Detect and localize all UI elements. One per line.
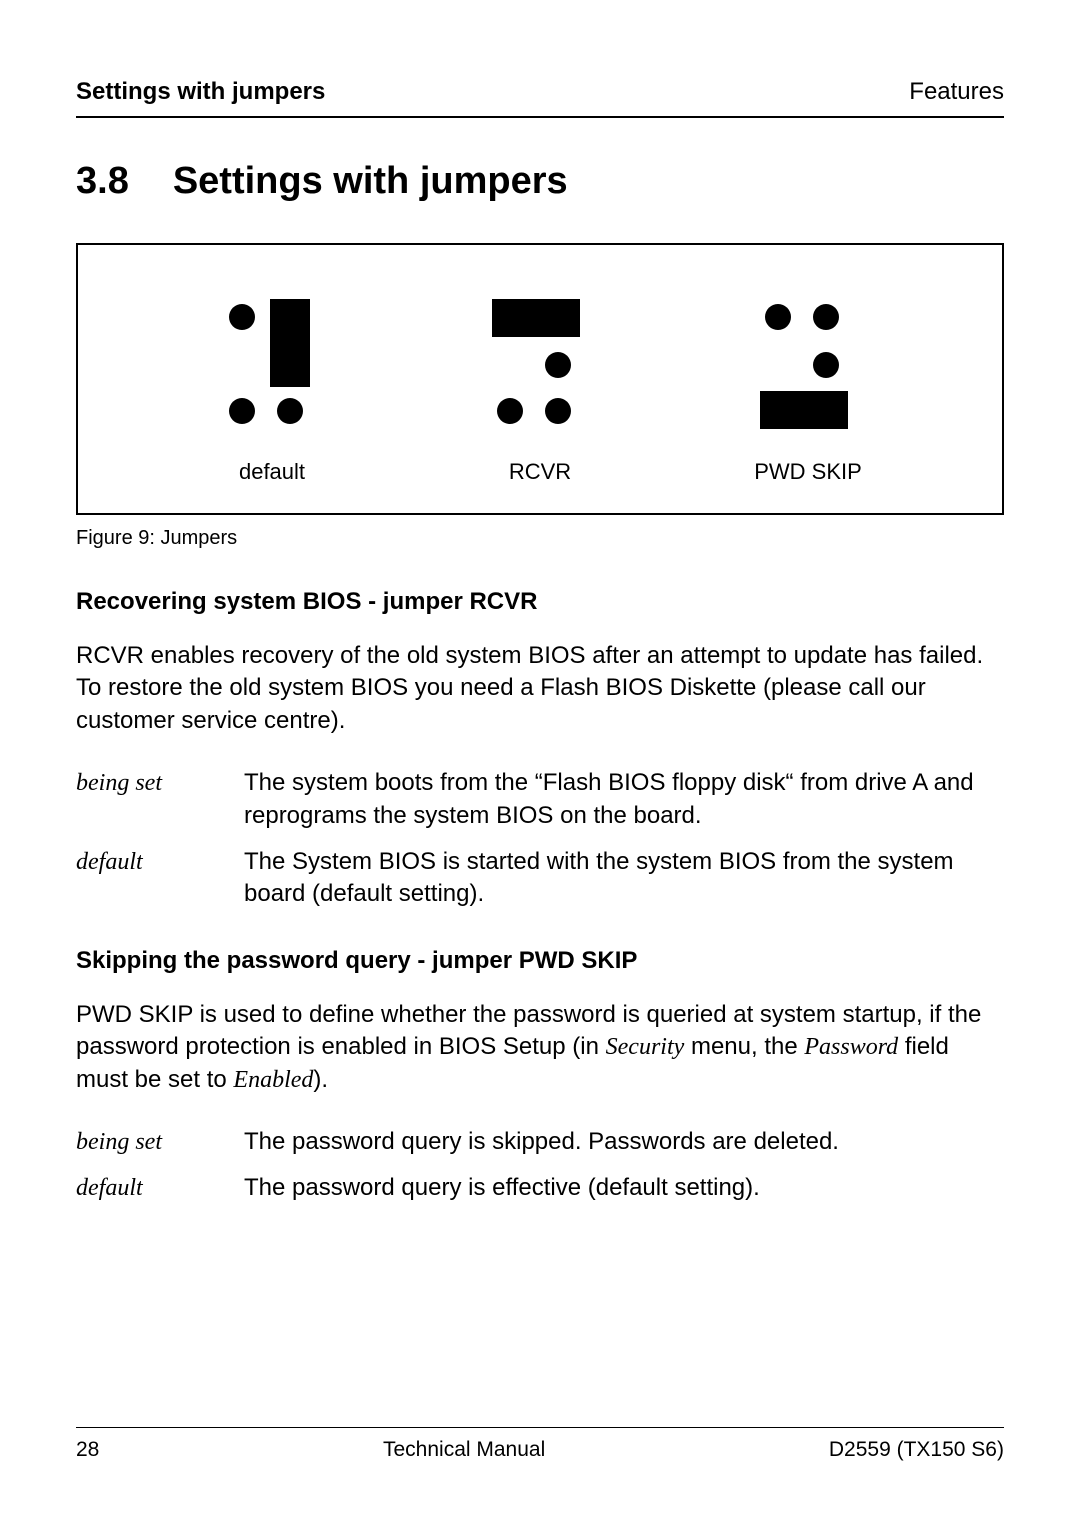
rcvr-default-row: default The System BIOS is started with …	[76, 846, 1004, 911]
pwdskip-being-set-desc: The password query is skipped. Passwords…	[244, 1126, 1004, 1158]
pwdskip-definitions: being set The password query is skipped.…	[76, 1126, 1004, 1205]
pwdskip-being-set-row: being set The password query is skipped.…	[76, 1126, 1004, 1158]
jumper-pwdskip: PWD SKIP	[748, 293, 868, 485]
jumper-default: default	[212, 293, 332, 485]
section-title-text: Settings with jumpers	[173, 160, 568, 202]
pwdskip-intro-enabled: Enabled	[233, 1067, 313, 1093]
jumper-pwdskip-icon	[748, 293, 868, 433]
jumper-pwdskip-label: PWD SKIP	[754, 459, 862, 485]
page-footer: 28 Technical Manual D2559 (TX150 S6)	[76, 1427, 1004, 1462]
pwdskip-being-set-term: being set	[76, 1126, 244, 1158]
figure-caption: Figure 9: Jumpers	[76, 527, 1004, 550]
pwdskip-heading: Skipping the password query - jumper PWD…	[76, 947, 1004, 975]
header-left: Settings with jumpers	[76, 78, 325, 106]
rcvr-default-desc: The System BIOS is started with the syst…	[244, 846, 1004, 911]
pwdskip-intro: PWD SKIP is used to define whether the p…	[76, 999, 1004, 1096]
rcvr-heading: Recovering system BIOS - jumper RCVR	[76, 588, 1004, 616]
jumper-rcvr-icon	[480, 293, 600, 433]
pwdskip-default-row: default The password query is effective …	[76, 1172, 1004, 1204]
pwdskip-default-term: default	[76, 1172, 244, 1204]
section-number: 3.8	[76, 160, 129, 203]
jumpers-figure: default RCVR PWD SKIP	[76, 243, 1004, 515]
section-title: 3.8 Settings with jumpers	[76, 160, 1004, 203]
rcvr-being-set-row: being set The system boots from the “Fla…	[76, 767, 1004, 832]
pwdskip-intro-security: Security	[606, 1034, 685, 1060]
rcvr-being-set-term: being set	[76, 767, 244, 832]
rcvr-default-term: default	[76, 846, 244, 911]
pwdskip-intro-password: Password	[804, 1034, 898, 1060]
footer-center: Technical Manual	[383, 1438, 545, 1462]
jumper-default-label: default	[239, 459, 305, 485]
rcvr-definitions: being set The system boots from the “Fla…	[76, 767, 1004, 911]
jumper-rcvr: RCVR	[480, 293, 600, 485]
pwdskip-intro-mid: menu, the	[684, 1033, 804, 1060]
jumper-default-icon	[212, 293, 332, 433]
pwdskip-default-desc: The password query is effective (default…	[244, 1172, 1004, 1204]
pwdskip-intro-post: ).	[313, 1066, 328, 1093]
header-right: Features	[909, 78, 1004, 106]
jumpers-row: default RCVR PWD SKIP	[138, 293, 942, 485]
footer-page: 28	[76, 1438, 99, 1462]
jumper-rcvr-label: RCVR	[509, 459, 571, 485]
footer-right: D2559 (TX150 S6)	[829, 1438, 1004, 1462]
rcvr-intro: RCVR enables recovery of the old system …	[76, 640, 1004, 737]
page-header: Settings with jumpers Features	[76, 78, 1004, 118]
rcvr-being-set-desc: The system boots from the “Flash BIOS fl…	[244, 767, 1004, 832]
